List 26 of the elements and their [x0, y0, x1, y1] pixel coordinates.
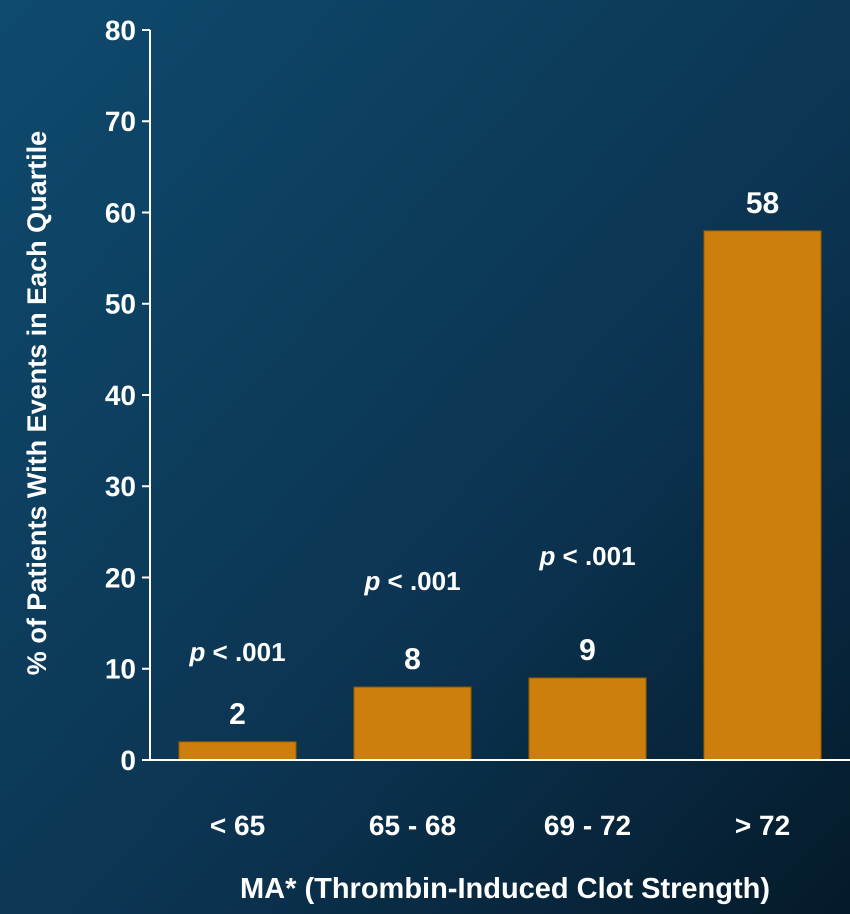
bar — [528, 677, 647, 760]
y-tick-label: 60 — [104, 197, 136, 228]
y-tick-label: 40 — [104, 380, 136, 411]
x-tick-label: 65 - 68 — [368, 810, 456, 841]
y-tick-label: 0 — [120, 744, 136, 776]
y-tick-label: 80 — [104, 14, 136, 46]
y-tick-label: 30 — [104, 471, 136, 502]
x-tick-label: > 72 — [734, 810, 790, 841]
x-tick-label: 69 - 72 — [544, 810, 632, 841]
annotation: p < .001 — [188, 636, 286, 667]
bar — [178, 741, 297, 760]
y-axis-title: % of Patients With Events in Each Quartile — [22, 130, 52, 676]
y-tick-label: 50 — [104, 288, 136, 320]
y-tick-label: 70 — [104, 106, 136, 138]
annotation: p < .001 — [538, 540, 636, 571]
x-axis-title: MA* (Thrombin-Induced Clot Strength) — [240, 873, 770, 905]
bar — [353, 686, 472, 760]
data-label: 8 — [404, 643, 421, 676]
data-label: 2 — [229, 698, 246, 731]
data-label: 58 — [746, 186, 780, 220]
bar — [703, 230, 822, 760]
y-tick-label: 20 — [104, 562, 136, 594]
y-tick-label: 10 — [104, 654, 136, 685]
annotation: p < .001 — [363, 566, 461, 596]
data-label: 9 — [579, 634, 596, 667]
x-tick-label: < 65 — [210, 810, 266, 841]
